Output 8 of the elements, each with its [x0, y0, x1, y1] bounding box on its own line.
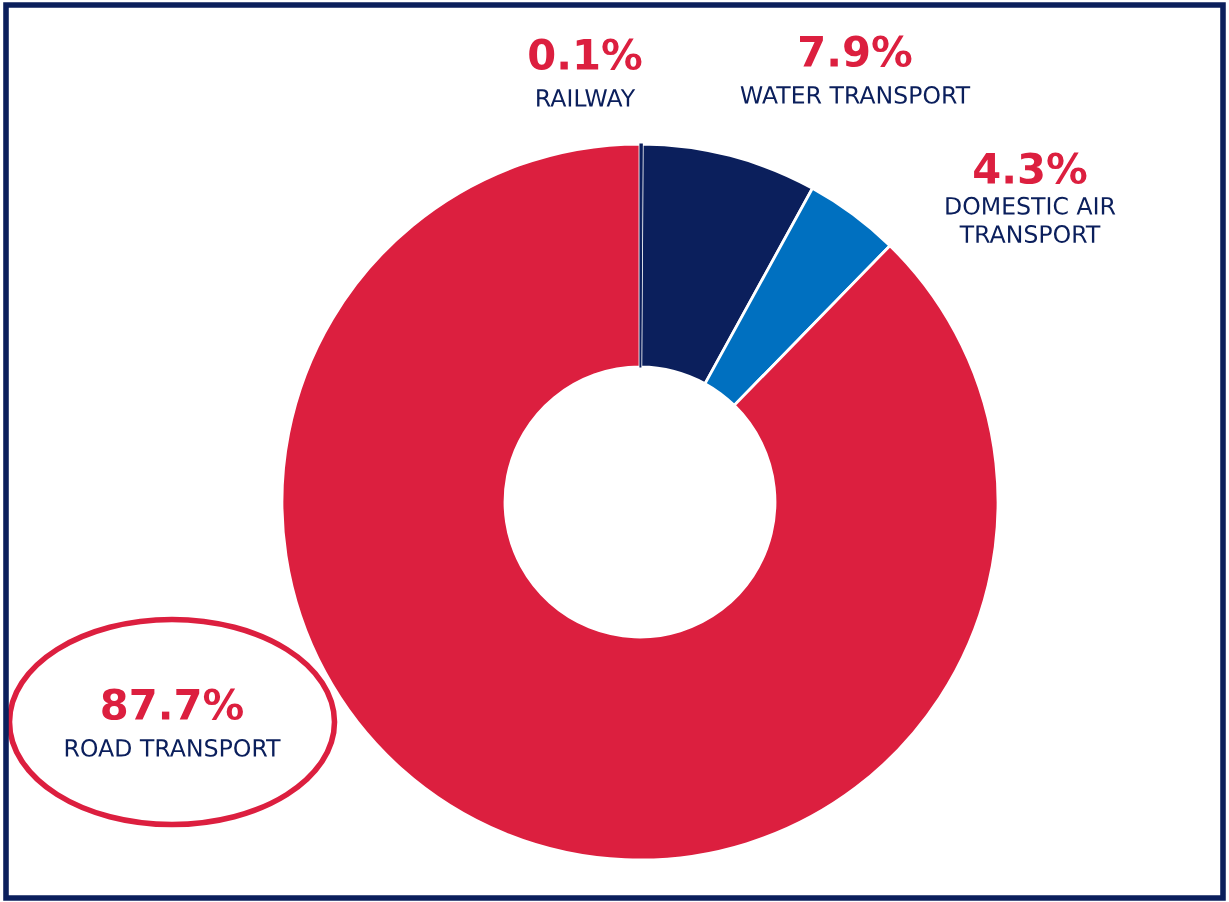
slice-label: RAILWAY [537, 89, 636, 107]
slice-label: ROAD TRANSPORT [65, 738, 281, 757]
data-label: 87.7% [102, 688, 243, 721]
data-label: 7.9% [800, 35, 912, 68]
data-label: 0.1% [529, 38, 642, 71]
slice-label: WATER TRANSPORT [740, 85, 971, 104]
data-label: 4.3% [974, 152, 1087, 185]
slice-label: DOMESTIC AIR TRANSPORT [946, 196, 1116, 243]
